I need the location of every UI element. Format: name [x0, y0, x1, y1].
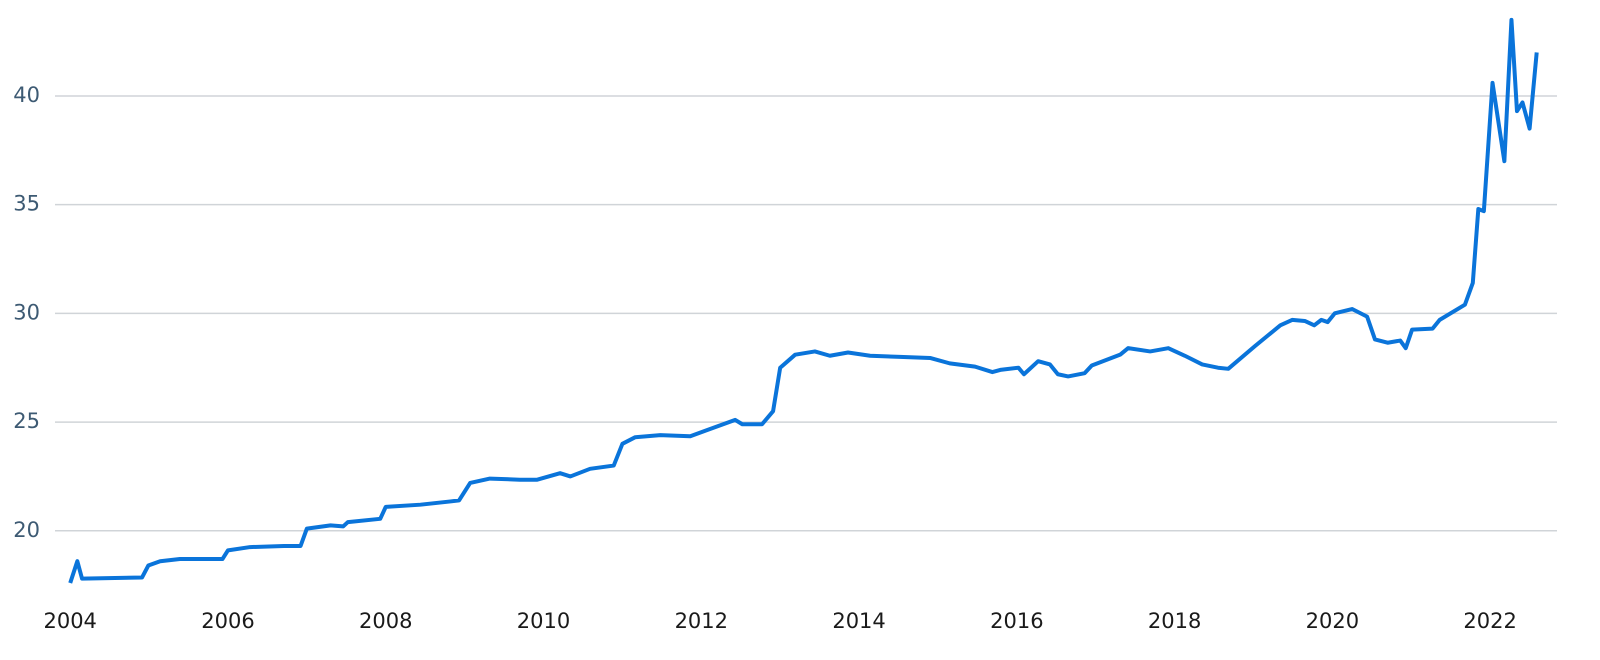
x-tick-label: 2018: [1148, 609, 1201, 633]
x-tick-label: 2012: [675, 609, 728, 633]
x-tick-label: 2004: [43, 609, 96, 633]
data-line: [68, 17, 1539, 584]
x-tick-label: 2014: [832, 609, 885, 633]
y-tick-label: 30: [13, 300, 40, 324]
x-tick-label: 2020: [1306, 609, 1359, 633]
y-tick-label: 20: [13, 518, 40, 542]
y-tick-label: 40: [13, 83, 40, 107]
x-tick-label: 2016: [990, 609, 1043, 633]
y-tick-label: 35: [13, 192, 40, 216]
x-tick-label: 2008: [359, 609, 412, 633]
y-tick-label: 25: [13, 409, 40, 433]
x-tick-label: 2010: [517, 609, 570, 633]
x-tick-label: 2022: [1463, 609, 1516, 633]
x-tick-label: 2006: [201, 609, 254, 633]
